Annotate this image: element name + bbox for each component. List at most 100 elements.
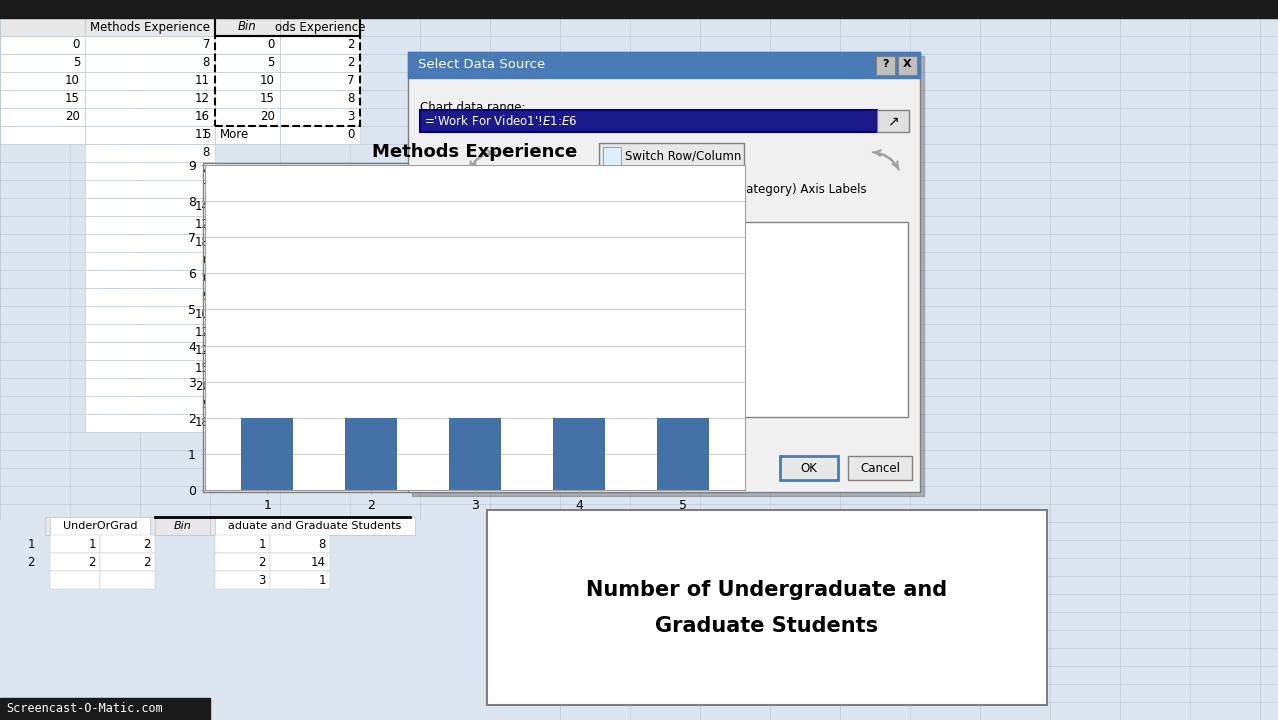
Bar — [0, 108, 86, 126]
Bar — [86, 18, 215, 36]
Bar — [668, 222, 907, 417]
Text: X Remove: X Remove — [564, 200, 620, 210]
Bar — [215, 36, 360, 126]
Text: 5: 5 — [267, 56, 275, 70]
Bar — [280, 54, 360, 72]
Text: 1: 1 — [679, 230, 686, 243]
Bar — [155, 517, 210, 535]
Bar — [493, 193, 551, 217]
Text: 12: 12 — [196, 92, 210, 106]
Bar — [0, 126, 86, 144]
Bar — [45, 517, 410, 535]
Bar — [86, 126, 215, 144]
Bar — [215, 90, 280, 108]
Text: 20: 20 — [65, 110, 81, 124]
Bar — [86, 162, 215, 180]
Text: 2: 2 — [258, 556, 266, 569]
Text: 7: 7 — [348, 74, 355, 88]
Bar — [449, 418, 501, 490]
Text: 20: 20 — [196, 380, 210, 394]
Bar — [86, 216, 215, 234]
Text: Screencast-O-Matic.com: Screencast-O-Matic.com — [6, 703, 162, 716]
Bar — [0, 520, 489, 720]
Text: 11: 11 — [196, 128, 210, 142]
Bar — [420, 456, 567, 480]
Bar — [203, 163, 748, 492]
Text: 1: 1 — [258, 538, 266, 551]
Bar — [898, 56, 918, 75]
Bar — [100, 571, 155, 589]
Bar — [599, 143, 744, 169]
Text: 7: 7 — [202, 182, 210, 196]
Text: Legend Entries (Series): Legend Entries (Series) — [420, 182, 576, 196]
Bar — [215, 553, 270, 571]
Text: Horizontal (Category) Axis Labels: Horizontal (Category) Axis Labels — [668, 182, 866, 196]
Bar — [86, 234, 215, 252]
Bar — [50, 517, 150, 535]
Bar — [215, 571, 270, 589]
Text: 18: 18 — [196, 416, 210, 430]
Text: 8: 8 — [203, 146, 210, 160]
Text: 15: 15 — [196, 362, 210, 376]
Text: 10: 10 — [261, 74, 275, 88]
Bar — [0, 698, 210, 720]
Text: 0: 0 — [348, 128, 355, 142]
Bar — [280, 108, 360, 126]
Bar — [280, 126, 360, 144]
Bar — [420, 110, 877, 132]
Bar — [0, 54, 86, 72]
Bar — [270, 571, 330, 589]
Bar — [86, 198, 215, 216]
Text: 3: 3 — [258, 574, 266, 587]
Text: 8: 8 — [318, 538, 326, 551]
Bar — [270, 553, 330, 571]
Bar — [877, 110, 909, 132]
Bar — [215, 18, 360, 36]
Bar — [50, 553, 100, 571]
Bar — [633, 193, 651, 217]
Bar — [215, 72, 280, 90]
Bar — [408, 52, 920, 78]
Text: 18: 18 — [196, 236, 210, 250]
Bar — [86, 108, 215, 126]
Bar — [345, 418, 397, 490]
Text: Cancel: Cancel — [860, 462, 900, 474]
Bar — [270, 535, 330, 553]
Bar — [86, 360, 215, 378]
Text: 20: 20 — [261, 110, 275, 124]
Text: aduate and Graduate Students: aduate and Graduate Students — [229, 521, 401, 531]
Text: 15: 15 — [261, 92, 275, 106]
Text: 8: 8 — [348, 92, 355, 106]
Bar — [487, 510, 1047, 705]
Text: Select Data Source: Select Data Source — [418, 58, 546, 71]
Bar — [86, 270, 215, 288]
Text: 0: 0 — [203, 254, 210, 268]
Text: Methods Experience: Methods Experience — [424, 228, 544, 240]
Text: ?: ? — [882, 59, 888, 69]
Text: 2: 2 — [28, 556, 35, 569]
Bar — [280, 36, 360, 54]
Bar — [50, 571, 100, 589]
Text: More: More — [220, 128, 249, 142]
Bar — [86, 396, 215, 414]
Text: 4: 4 — [679, 295, 686, 308]
Text: 12: 12 — [196, 344, 210, 358]
Bar — [86, 36, 215, 54]
Bar — [86, 324, 215, 342]
Bar — [86, 414, 215, 432]
Text: 9: 9 — [202, 398, 210, 412]
Bar — [215, 535, 270, 553]
Text: 5: 5 — [73, 56, 81, 70]
Bar — [656, 193, 674, 217]
Text: 14: 14 — [196, 200, 210, 214]
Text: Bin: Bin — [174, 521, 192, 531]
Text: 12: 12 — [196, 326, 210, 340]
Bar — [215, 18, 280, 36]
Text: 2: 2 — [143, 556, 151, 569]
Text: ▲: ▲ — [638, 200, 645, 210]
Bar — [420, 224, 658, 244]
Text: 10: 10 — [65, 74, 81, 88]
Text: 2: 2 — [88, 556, 96, 569]
Bar — [412, 56, 924, 496]
Text: 16: 16 — [196, 110, 210, 124]
